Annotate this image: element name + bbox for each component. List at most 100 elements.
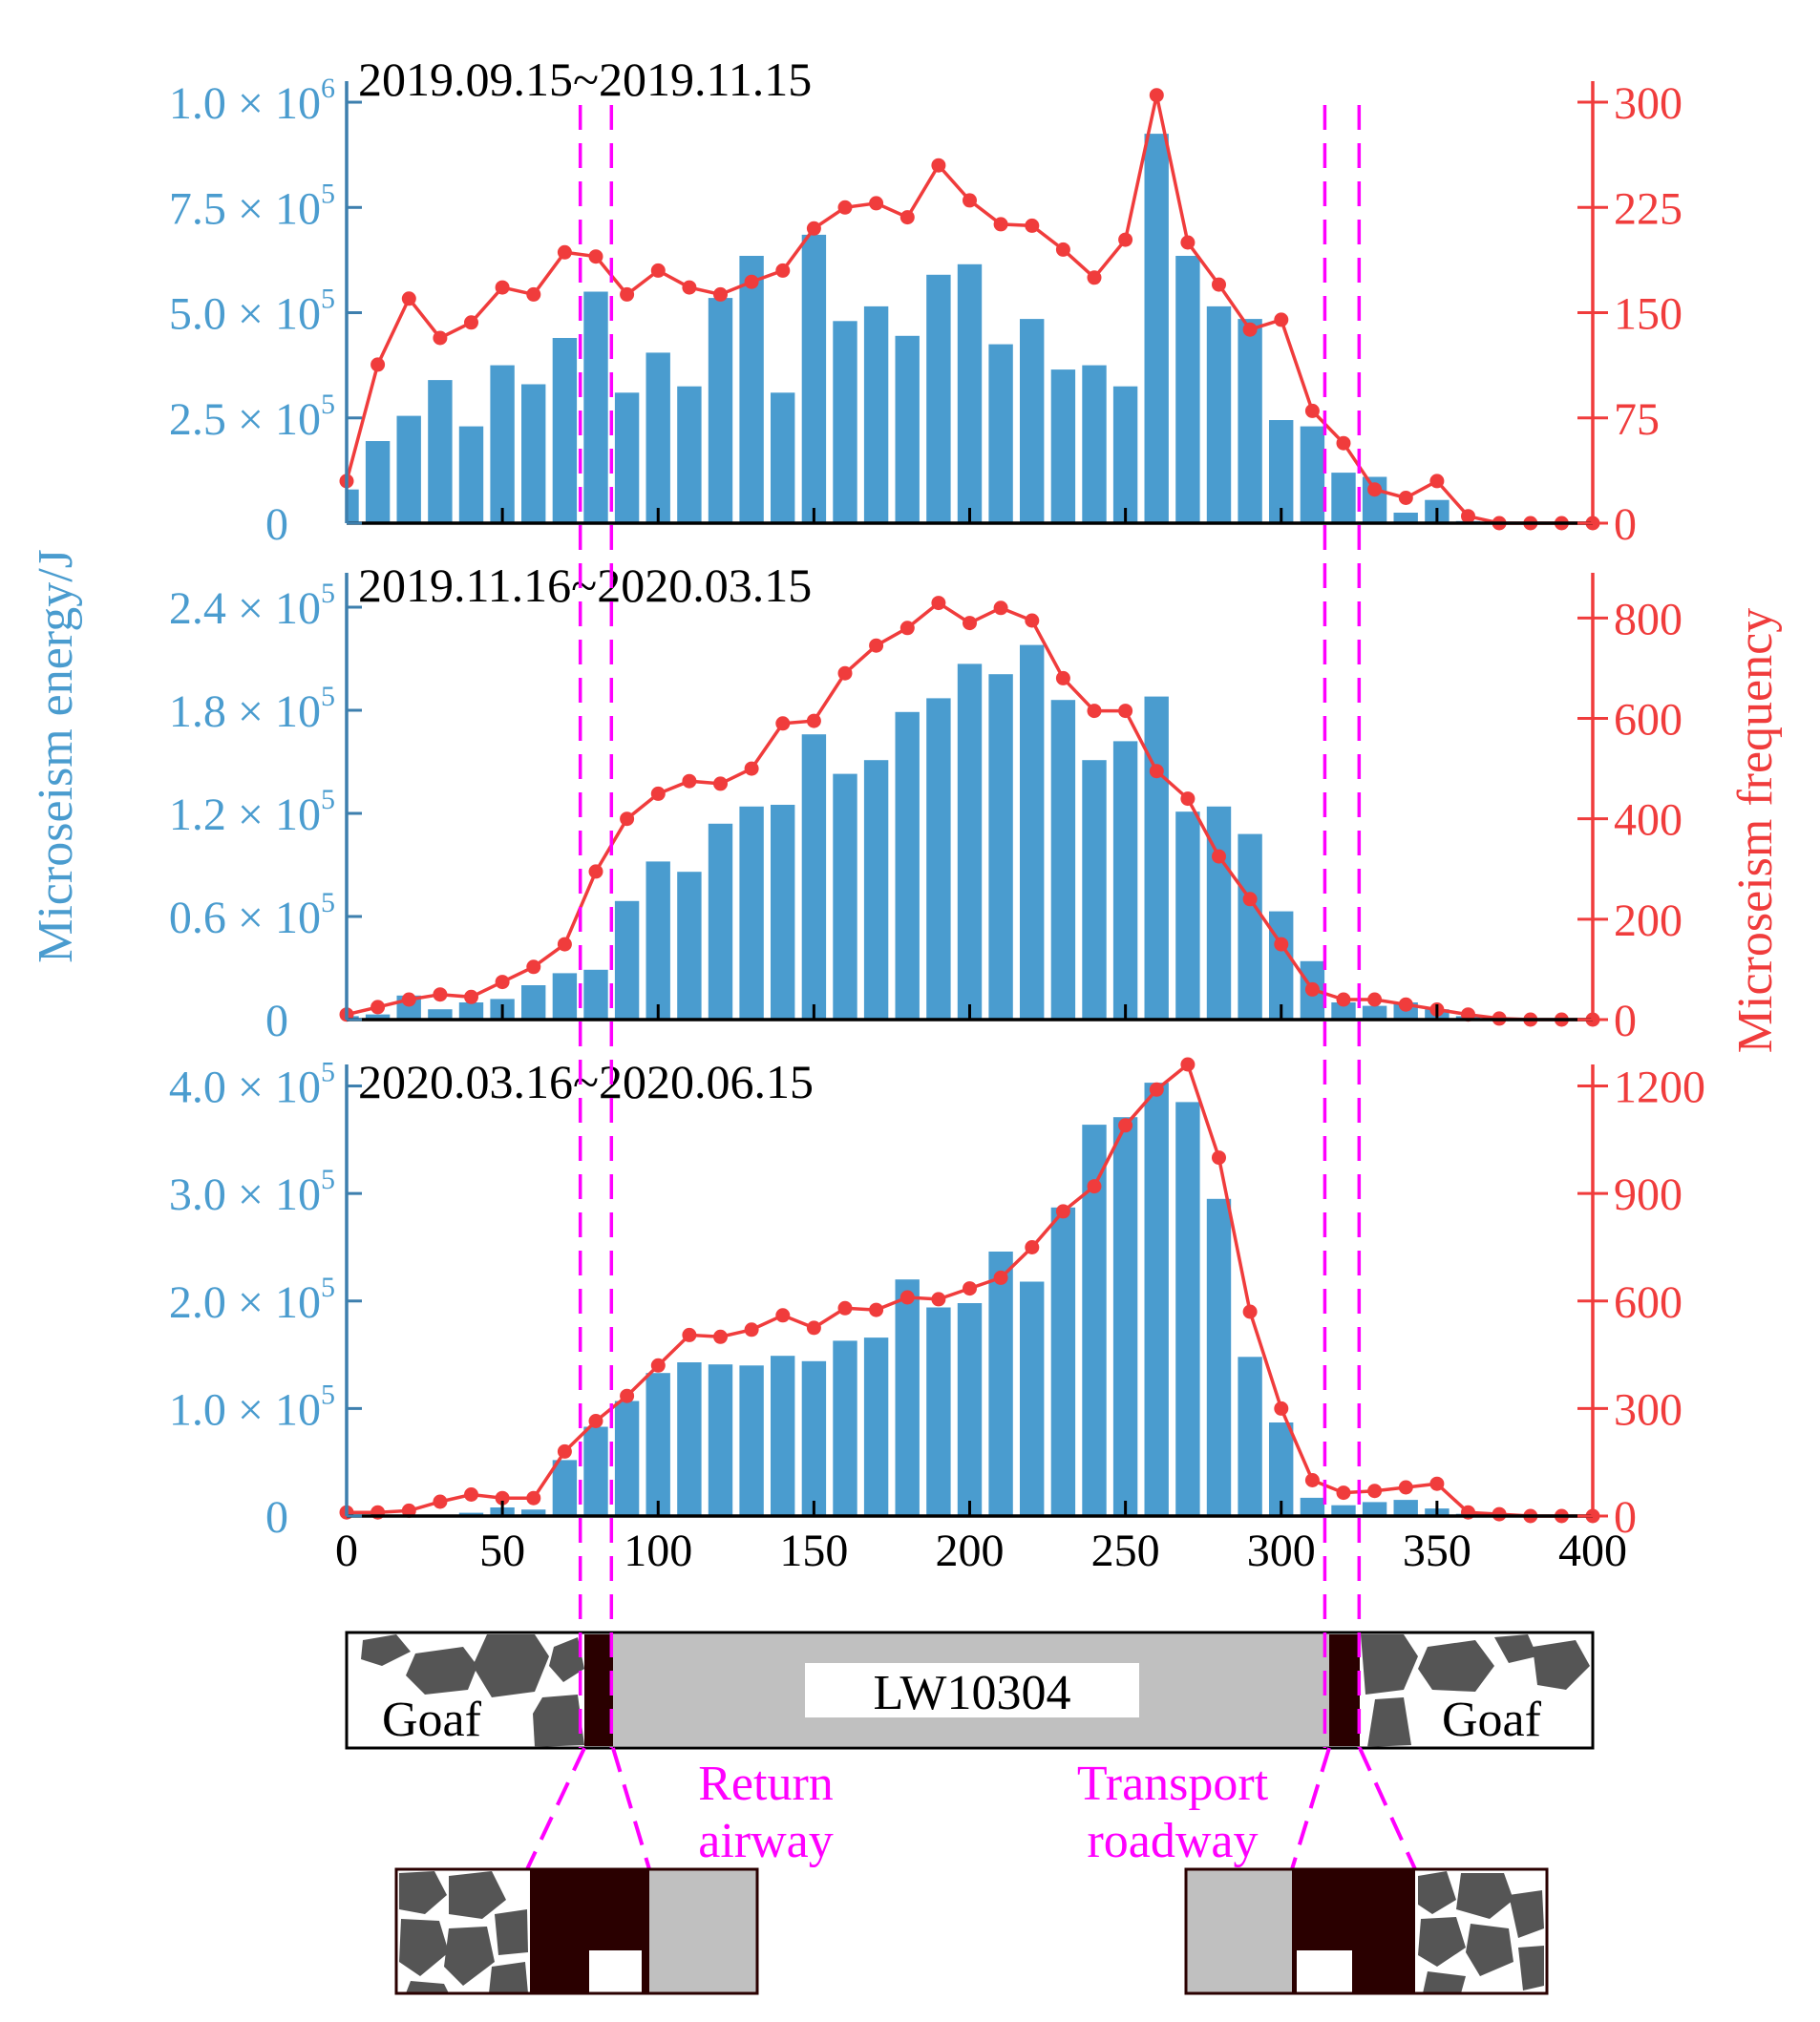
rock-icon [399, 1919, 449, 1976]
frequency-point [1087, 704, 1102, 719]
frequency-point [526, 959, 541, 975]
panel-label: LW10304 [874, 1666, 1071, 1720]
frequency-point [713, 1329, 728, 1344]
rock-icon [1533, 1640, 1590, 1690]
energy-bar [552, 1460, 578, 1516]
rock-icon [1418, 1917, 1466, 1967]
x-tick-label: 50 [479, 1526, 525, 1576]
frequency-point [963, 1281, 977, 1296]
y-tick-label-right: 800 [1614, 594, 1682, 644]
energy-bar [645, 352, 670, 523]
tick-mantissa: 7.5 × 10 [169, 183, 321, 234]
x-tick-label: 300 [1247, 1526, 1316, 1576]
frequency-point [1242, 322, 1258, 337]
frequency-point [869, 1302, 884, 1317]
rock-icon [406, 1647, 477, 1695]
rock-icon [473, 1634, 549, 1697]
frequency-point [806, 221, 821, 236]
rock-icon [1466, 1924, 1513, 1976]
x-tick-label: 350 [1403, 1526, 1471, 1576]
frequency-point [1336, 992, 1351, 1007]
longwall-schematic: Goaf LW10304 Goaf [345, 1631, 1595, 1750]
frequency-point [495, 975, 510, 990]
tick-exponent: 5 [321, 1379, 335, 1410]
energy-bar [1082, 760, 1107, 1020]
frequency-point [1398, 1480, 1413, 1495]
tick-mantissa: 5.0 × 10 [169, 289, 321, 340]
frequency-point [1398, 491, 1413, 505]
energy-bar [428, 380, 453, 523]
frequency-point [1429, 474, 1445, 489]
roadway-guides [578, 105, 1362, 1748]
energy-bar [1050, 700, 1076, 1020]
detail-frame [1184, 1867, 1549, 1995]
tick-exponent: 5 [321, 284, 335, 315]
goaf-rocks-right [1361, 1634, 1590, 1747]
energy-bar [801, 734, 827, 1020]
tick-mantissa: 4.0 × 10 [169, 1063, 321, 1113]
frequency-point [1087, 270, 1102, 285]
x-tick-label: 250 [1091, 1526, 1160, 1576]
frequency-point [1118, 232, 1133, 247]
y-tick-label-right: 600 [1614, 1277, 1682, 1328]
energy-bar [957, 263, 983, 523]
frequency-point [1025, 613, 1040, 628]
energy-bar [1112, 386, 1138, 523]
energy-bar [1050, 1207, 1076, 1516]
frequency-point [744, 761, 759, 776]
frequency-point [1367, 1484, 1383, 1499]
tick-exponent: 5 [321, 1272, 335, 1303]
frequency-point [775, 1308, 791, 1323]
frequency-point [837, 200, 853, 215]
frequency-point [464, 1487, 478, 1502]
energy-bar [1144, 1083, 1169, 1516]
frequency-point [1180, 235, 1196, 250]
energy-bar [1175, 811, 1200, 1020]
y-tick-label-right: 225 [1614, 183, 1682, 234]
energy-bar [1050, 369, 1076, 523]
energy-bar [1175, 1102, 1200, 1516]
goaf-rocks-left [361, 1634, 584, 1747]
frequency-point [1242, 1304, 1258, 1319]
zoom-line [1290, 1747, 1331, 1870]
y-tick-label-left: 0 [265, 1492, 288, 1543]
y-tick-label-left: 1.2 × 105 [169, 784, 335, 840]
frequency-point [869, 638, 884, 653]
x-tick-label: 100 [624, 1526, 692, 1576]
frequency-point [1336, 435, 1351, 451]
rock-icon [1361, 1634, 1418, 1695]
tick-exponent: 5 [321, 1164, 335, 1195]
energy-bars [347, 644, 1481, 1020]
energy-bar [552, 973, 578, 1020]
y-tick-label-right: 600 [1614, 694, 1682, 745]
frequency-series [339, 1057, 1600, 1524]
energy-bar [833, 321, 857, 523]
energy-bar [1269, 911, 1294, 1020]
zoom-line [611, 1747, 651, 1870]
frequency-point [526, 1490, 541, 1506]
energy-bar [1112, 741, 1138, 1020]
frequency-point [1055, 1204, 1070, 1219]
frequency-point [993, 600, 1008, 616]
goaf-right-label-box [1418, 1695, 1590, 1746]
frequency-point [1304, 981, 1320, 997]
rock-icon [1509, 1890, 1544, 1938]
detail-coal [649, 1869, 757, 1993]
tick-mantissa: 2.5 × 10 [169, 394, 321, 445]
energy-bars [347, 134, 1481, 523]
panel-label-box [805, 1663, 1139, 1717]
panel-title: 2019.09.15~2019.11.15 [358, 53, 812, 106]
frequency-point [1149, 88, 1164, 103]
y-tick-label-right: 0 [1614, 996, 1637, 1046]
rock-icon [1418, 1640, 1494, 1692]
energy-bar [1238, 1357, 1262, 1516]
y-tick-label-left: 0 [265, 499, 288, 550]
tick-exponent: 5 [321, 784, 335, 815]
energy-bar [1144, 134, 1169, 523]
tick-mantissa: 2.4 × 10 [169, 583, 321, 634]
rock-icon [1456, 1873, 1513, 1919]
energy-bar [458, 1002, 484, 1020]
energy-bar [1144, 696, 1169, 1020]
